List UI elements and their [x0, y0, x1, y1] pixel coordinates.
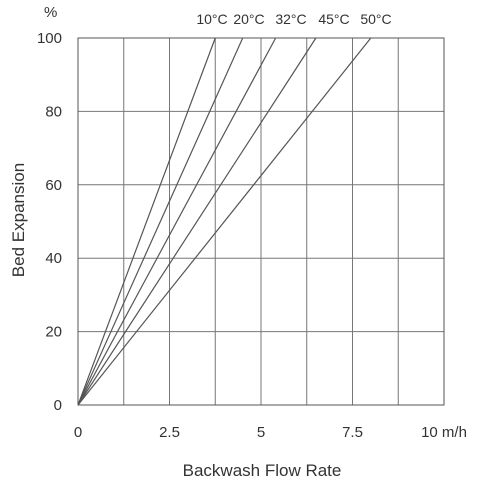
x-tick-label: 10 m/h [421, 424, 467, 441]
x-tick-label: 5 [257, 424, 265, 441]
series-label: 50°C [360, 11, 391, 27]
series-label: 32°C [275, 11, 306, 27]
y-tick-label: 40 [45, 250, 62, 267]
y-tick-label: 20 [45, 324, 62, 341]
series-line [77, 37, 372, 406]
series-lines: 10°C 20°C 32°C 45°C 50°C [77, 11, 392, 406]
series-label: 20°C [233, 11, 264, 27]
x-tick-label: 0 [74, 424, 82, 441]
y-tick-label: 0 [54, 397, 62, 414]
x-tick-label: 7.5 [342, 424, 363, 441]
x-tick-label: 2.5 [159, 424, 180, 441]
y-tick-label: 80 [45, 103, 62, 120]
y-unit-label: % [44, 4, 57, 21]
series-line [77, 37, 317, 406]
plot-frame [77, 37, 445, 406]
series-line [77, 37, 216, 406]
x-axis-title: Backwash Flow Rate [183, 461, 342, 480]
y-axis-title: Bed Expansion [9, 163, 28, 277]
tick-labels: 0 2.5 5 7.5 10 m/h 0 20 40 60 80 100 [37, 30, 467, 441]
grid [77, 37, 445, 406]
series-label: 45°C [318, 11, 349, 27]
series-label: 10°C [196, 11, 227, 27]
y-tick-label: 60 [45, 177, 62, 194]
series-line [77, 37, 244, 406]
series-line [77, 37, 277, 406]
y-tick-label: 100 [37, 30, 62, 47]
